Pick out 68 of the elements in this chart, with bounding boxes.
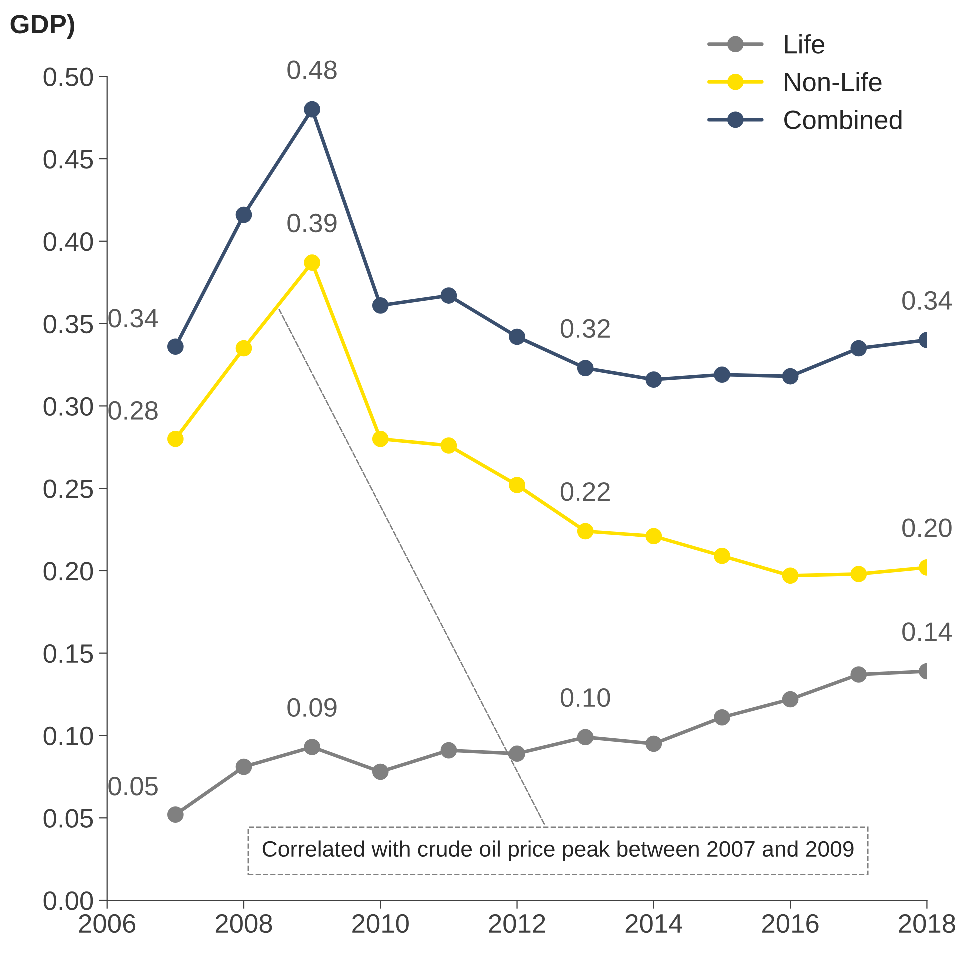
legend-label: Combined <box>784 110 902 130</box>
point <box>850 566 868 582</box>
point <box>440 288 458 304</box>
y-tick-label: 0.30 <box>44 397 94 416</box>
data-label: 0.22 <box>560 482 610 502</box>
point <box>168 806 184 823</box>
legend-label: Life <box>785 34 825 54</box>
point <box>850 666 868 683</box>
data-label: 0.48 <box>288 60 337 80</box>
point <box>509 328 526 346</box>
data-label: 0.32 <box>560 319 610 338</box>
data-label: 0.34 <box>108 309 158 328</box>
x-tick-label: 2014 <box>626 914 683 934</box>
data-label: 0.39 <box>288 214 337 233</box>
y-tick-label: 0.45 <box>44 150 94 169</box>
point <box>646 736 662 752</box>
point <box>714 548 730 564</box>
legend-label: Non-Life <box>785 72 882 92</box>
x-tick-label: 2010 <box>352 914 409 934</box>
point <box>577 729 594 746</box>
point <box>646 372 662 388</box>
point <box>714 366 730 384</box>
point <box>646 528 662 545</box>
x-tick-label: 2012 <box>489 914 546 934</box>
y-tick-label: 0.00 <box>44 892 94 910</box>
x-tick-label: 2018 <box>899 914 956 934</box>
point <box>304 739 320 756</box>
point <box>440 742 458 759</box>
point <box>714 709 730 726</box>
data-label: 0.14 <box>902 622 952 642</box>
data-label: 0.05 <box>108 777 158 796</box>
y-tick-label: 0.15 <box>44 644 94 664</box>
point <box>236 340 252 357</box>
point <box>509 477 526 494</box>
data-label: 0.20 <box>902 518 952 538</box>
x-tick-label: 2006 <box>79 914 136 934</box>
point <box>372 298 389 314</box>
data-label: 0.34 <box>902 291 952 310</box>
y-tick-label: 0.20 <box>44 562 94 581</box>
point <box>440 438 458 454</box>
point <box>168 430 184 448</box>
point <box>236 758 252 776</box>
point <box>168 338 184 356</box>
y-tick-label: 0.50 <box>44 68 94 86</box>
x-tick-label: 2016 <box>762 914 819 934</box>
data-label: 0.09 <box>288 698 337 718</box>
x-tick-label: 2008 <box>216 914 272 934</box>
y-tick-label: 0.35 <box>44 314 94 334</box>
point <box>509 746 526 762</box>
point <box>782 568 799 584</box>
data-label: 0.28 <box>108 401 158 420</box>
point <box>577 360 594 376</box>
y-tick-label: 0.10 <box>44 726 94 746</box>
point <box>236 206 252 224</box>
annotation: Correlated with crude oil price peak between 2007 and 2009 <box>262 840 854 862</box>
point <box>372 764 389 780</box>
y-tick-label: 0.40 <box>44 232 94 252</box>
point <box>850 340 868 357</box>
point <box>304 101 320 118</box>
chart-title: GDP) <box>10 14 74 39</box>
data-label: 0.10 <box>560 688 610 708</box>
point <box>577 523 594 540</box>
point <box>782 691 799 708</box>
point <box>304 254 320 271</box>
y-tick-label: 0.05 <box>44 809 94 828</box>
point <box>782 368 799 385</box>
point <box>372 430 389 448</box>
y-tick-label: 0.25 <box>44 480 94 498</box>
